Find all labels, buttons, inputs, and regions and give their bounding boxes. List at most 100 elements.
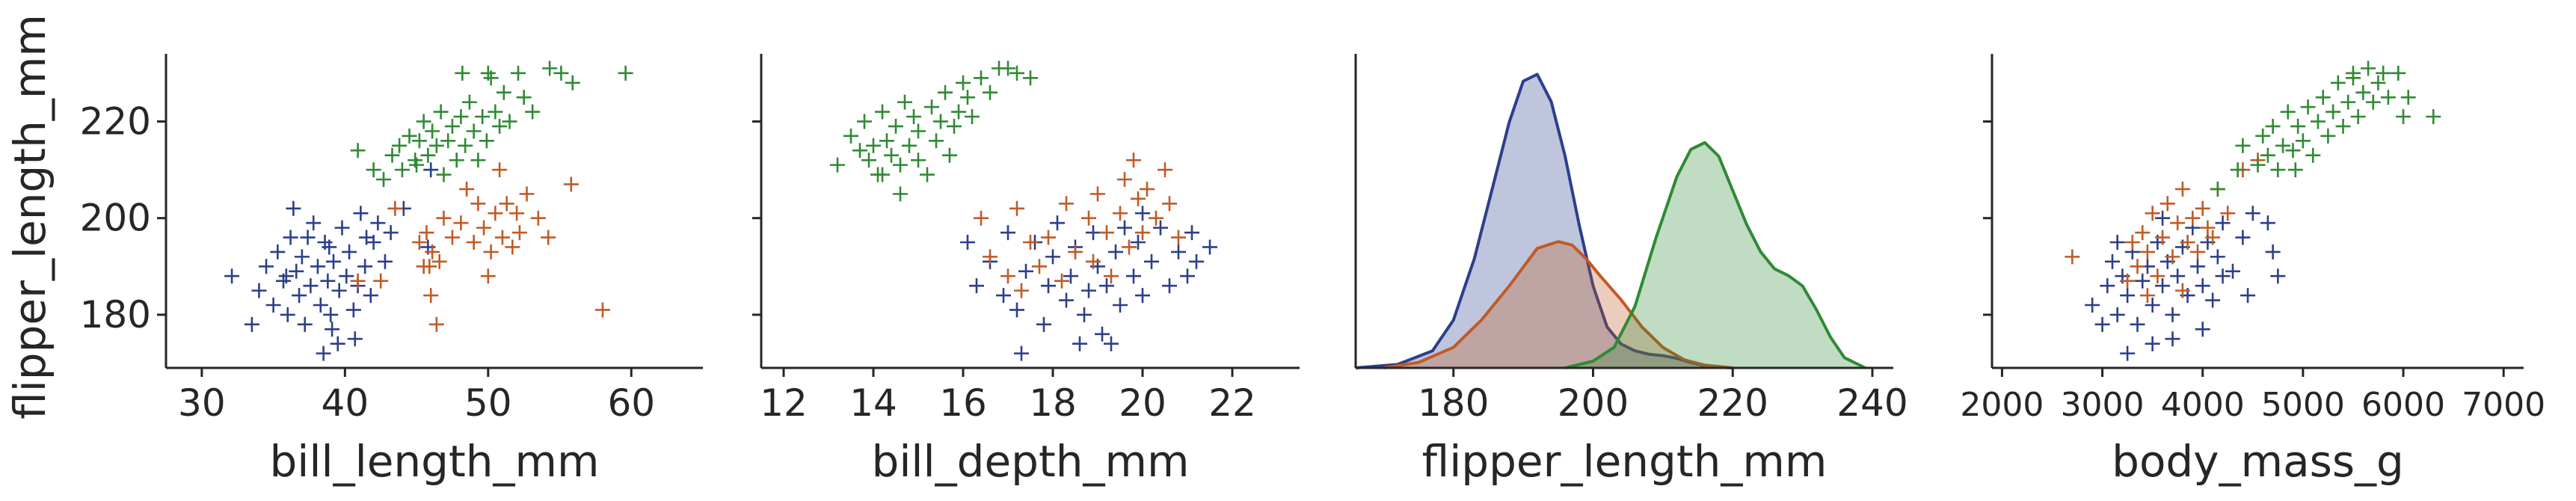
scatter-point bbox=[251, 283, 267, 298]
x-tick-label: 20 bbox=[1119, 381, 1166, 425]
scatter-point bbox=[320, 273, 336, 289]
scatter-point bbox=[325, 322, 340, 337]
scatter-point bbox=[1014, 345, 1029, 361]
x-tick-label: 16 bbox=[939, 381, 987, 425]
scatter-point bbox=[2335, 118, 2351, 134]
scatter-point bbox=[470, 153, 486, 168]
scatter-point bbox=[416, 114, 431, 129]
scatter-point bbox=[496, 84, 511, 100]
scatter-point bbox=[983, 249, 997, 265]
scatter-point bbox=[433, 104, 449, 120]
scatter-point bbox=[509, 206, 525, 221]
scatter-point bbox=[1117, 172, 1132, 187]
scatter-point bbox=[1009, 302, 1024, 318]
scatter-point bbox=[2130, 316, 2145, 332]
x-tick-label: 5000 bbox=[2261, 386, 2345, 424]
scatter-point bbox=[2190, 244, 2206, 259]
scatter-point bbox=[1081, 210, 1096, 226]
scatter-point bbox=[1050, 215, 1065, 231]
panel-bill-length: 30 40 50 60 180 200 220 bill_length_mm flipper… bbox=[4, 14, 703, 487]
scatter-point bbox=[377, 253, 393, 269]
scatter-point bbox=[2370, 75, 2386, 90]
scatter-point bbox=[2320, 128, 2336, 144]
scatter-point bbox=[2260, 215, 2275, 231]
scatter-point bbox=[530, 210, 546, 226]
scatter-point bbox=[830, 157, 845, 173]
scatter-point bbox=[2225, 263, 2240, 279]
scatter-point bbox=[1140, 181, 1155, 197]
scatter-point bbox=[270, 244, 286, 259]
scatter-point bbox=[2300, 99, 2316, 115]
scatter-point bbox=[483, 244, 499, 259]
scatter-point bbox=[2235, 230, 2251, 245]
plot-area-body-mass bbox=[2065, 61, 2441, 361]
scatter-point bbox=[2315, 90, 2331, 105]
scatter-point bbox=[2120, 288, 2136, 304]
scatter-point bbox=[1045, 249, 1060, 265]
scatter-point bbox=[2160, 196, 2175, 212]
panel-body-mass: 2000 3000 4000 5000 6000 7000 body_mass_g bbox=[1960, 54, 2545, 487]
scatter-point bbox=[542, 61, 558, 76]
plot-area-bill-length bbox=[224, 61, 633, 361]
scatter-point bbox=[2270, 268, 2286, 284]
ticks-bill-depth: 12 14 16 18 20 22 bbox=[752, 120, 1256, 425]
scatter-point bbox=[2130, 259, 2145, 274]
scatter-point bbox=[2280, 104, 2296, 120]
scatter-point bbox=[2240, 288, 2256, 304]
density-fill bbox=[1565, 142, 1866, 368]
scatter-point bbox=[1117, 220, 1132, 236]
plot-area-bill-depth bbox=[830, 61, 1217, 361]
scatter-point bbox=[331, 283, 347, 298]
x-tick-label: 3000 bbox=[2061, 386, 2145, 424]
scatter-point bbox=[431, 253, 447, 269]
scatter-point bbox=[357, 259, 373, 274]
scatter-point bbox=[2287, 162, 2303, 178]
scatter-point bbox=[516, 90, 532, 105]
scatter-point bbox=[2340, 94, 2356, 110]
x-tick-label: 6000 bbox=[2361, 386, 2445, 424]
scatter-point bbox=[428, 316, 444, 332]
scatter-point bbox=[492, 162, 508, 178]
y-tick-label: 220 bbox=[80, 99, 151, 143]
scatter-point bbox=[1041, 278, 1056, 294]
scatter-point bbox=[951, 104, 966, 120]
scatter-point bbox=[459, 181, 475, 197]
scatter-point bbox=[1171, 230, 1186, 245]
scatter-point bbox=[1202, 239, 1217, 255]
scatter-point bbox=[956, 75, 971, 90]
scatter-point bbox=[499, 196, 514, 212]
scatter-point bbox=[458, 138, 473, 153]
x-tick-label: 7000 bbox=[2462, 386, 2545, 424]
x-tick-label: 60 bbox=[607, 381, 655, 425]
scatter-point bbox=[884, 147, 899, 163]
scatter-point bbox=[2205, 230, 2221, 245]
scatter-point bbox=[1162, 196, 1177, 212]
scatter-point bbox=[2250, 157, 2266, 173]
scatter-point bbox=[1189, 253, 1204, 269]
scatter-point bbox=[1095, 326, 1110, 342]
scatter-point bbox=[563, 176, 579, 192]
scatter-point bbox=[1009, 65, 1024, 81]
scatter-point bbox=[1135, 206, 1150, 221]
scatter-point bbox=[366, 162, 381, 178]
scatter-point bbox=[411, 133, 427, 149]
scatter-point bbox=[1077, 307, 1092, 322]
scatter-point bbox=[488, 206, 503, 221]
x-tick-label: 4000 bbox=[2161, 386, 2245, 424]
scatter-point bbox=[2120, 273, 2136, 289]
scatter-point bbox=[475, 109, 491, 124]
scatter-point bbox=[2215, 268, 2231, 284]
scatter-point bbox=[420, 147, 436, 163]
scatter-point bbox=[992, 61, 1006, 76]
scatter-point bbox=[2165, 331, 2180, 347]
scatter-point bbox=[392, 138, 408, 153]
scatter-point bbox=[933, 114, 948, 129]
scatter-point bbox=[244, 316, 259, 332]
scatter-point bbox=[2205, 292, 2221, 308]
scatter-point bbox=[436, 210, 452, 226]
scatter-point bbox=[303, 278, 319, 294]
scatter-point bbox=[383, 225, 399, 241]
scatter-point bbox=[322, 239, 337, 255]
scatter-point bbox=[370, 215, 386, 231]
scatter-point bbox=[479, 133, 494, 149]
